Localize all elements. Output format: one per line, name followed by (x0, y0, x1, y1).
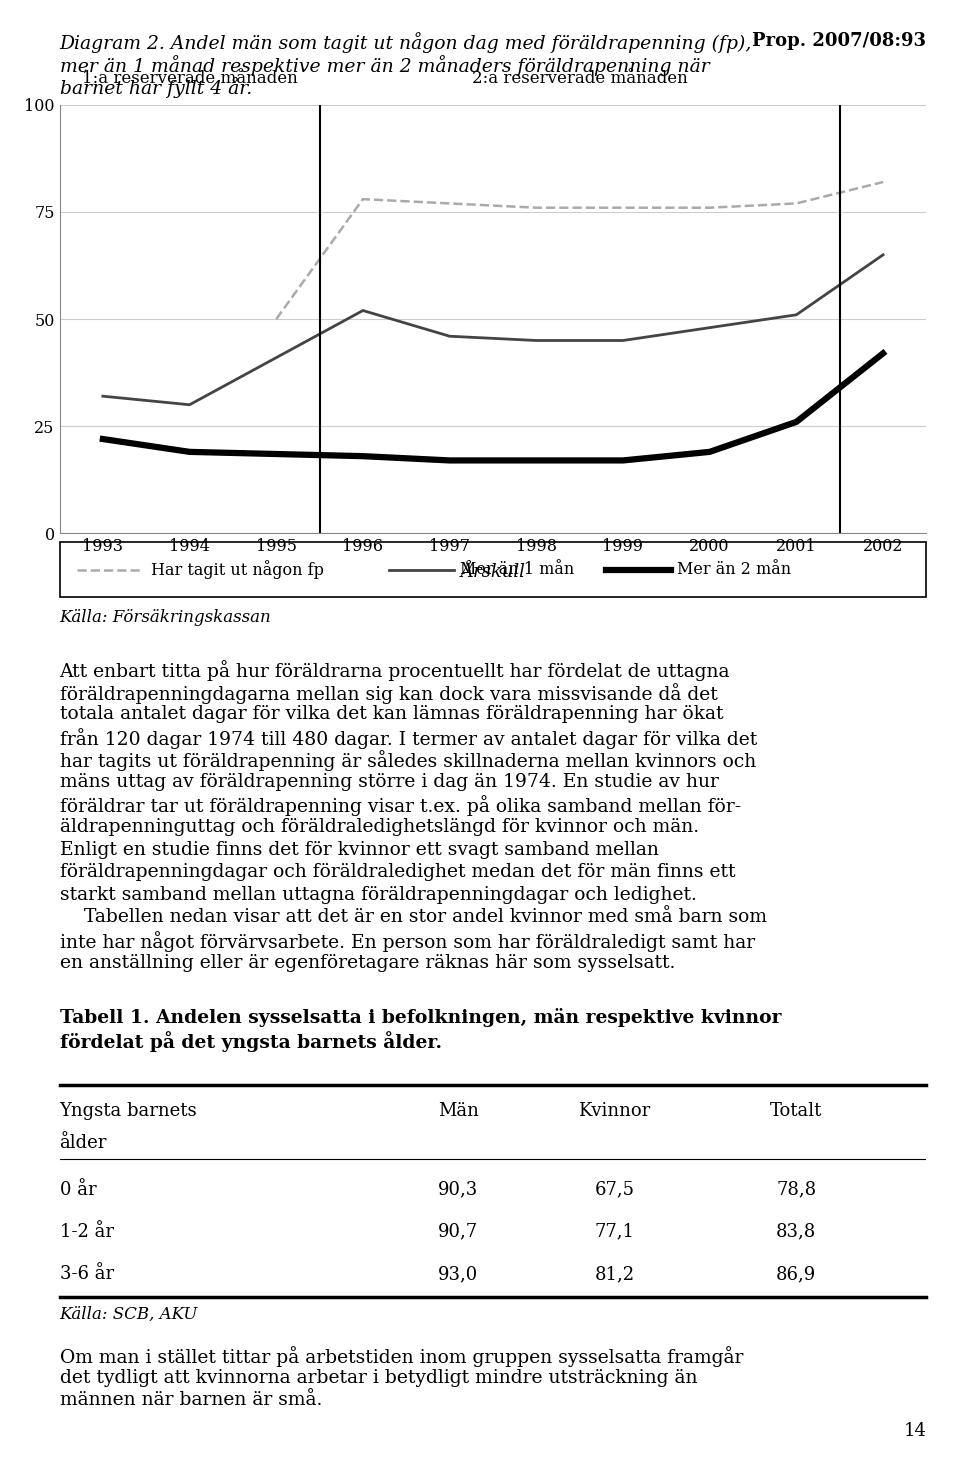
Text: 2:a reserverade månaden: 2:a reserverade månaden (471, 70, 687, 87)
Text: 67,5: 67,5 (594, 1180, 635, 1199)
Text: Har tagit ut någon fp: Har tagit ut någon fp (151, 561, 324, 578)
Text: 90,7: 90,7 (438, 1222, 478, 1241)
Text: äldrapenninguttag och föräldraledighetslängd för kvinnor och män.: äldrapenninguttag och föräldraledighetsl… (60, 817, 699, 836)
Text: 83,8: 83,8 (777, 1222, 817, 1241)
X-axis label: Årskull: Årskull (461, 564, 525, 581)
Text: föräldrapenningdagar och föräldraledighet medan det för män finns ett: föräldrapenningdagar och föräldraledighe… (60, 863, 735, 881)
Text: har tagits ut föräldrapenning är således skillnaderna mellan kvinnors och: har tagits ut föräldrapenning är således… (60, 750, 756, 771)
Text: Enligt en studie finns det för kvinnor ett svagt samband mellan: Enligt en studie finns det för kvinnor e… (60, 841, 659, 858)
Text: en anställning eller är egenföretagare räknas här som sysselsatt.: en anställning eller är egenföretagare r… (60, 954, 675, 972)
Text: starkt samband mellan uttagna föräldrapenningdagar och ledighet.: starkt samband mellan uttagna föräldrape… (60, 886, 696, 903)
Text: 14: 14 (903, 1422, 926, 1440)
Text: 0 år: 0 år (60, 1180, 96, 1199)
Text: Att enbart titta på hur föräldrarna procentuellt har fördelat de uttagna: Att enbart titta på hur föräldrarna proc… (60, 660, 730, 680)
Text: 81,2: 81,2 (594, 1265, 635, 1284)
Text: Yngsta barnets: Yngsta barnets (60, 1103, 197, 1120)
Text: mer än 1 månad respektive mer än 2 månaders föräldrapenning när: mer än 1 månad respektive mer än 2 månad… (60, 55, 709, 76)
Text: Män: Män (438, 1103, 479, 1120)
Text: föräldrapenningdagarna mellan sig kan dock vara missvisande då det: föräldrapenningdagarna mellan sig kan do… (60, 682, 717, 704)
Text: 1-2 år: 1-2 år (60, 1222, 113, 1241)
Text: Tabellen nedan visar att det är en stor andel kvinnor med små barn som: Tabellen nedan visar att det är en stor … (60, 909, 766, 927)
Text: Mer än 1 mån: Mer än 1 mån (460, 561, 574, 578)
Text: mäns uttag av föräldrapenning större i dag än 1974. En studie av hur: mäns uttag av föräldrapenning större i d… (60, 772, 718, 791)
Text: Källa: SCB, AKU: Källa: SCB, AKU (60, 1305, 198, 1323)
Text: föräldrar tar ut föräldrapenning visar t.ex. på olika samband mellan för-: föräldrar tar ut föräldrapenning visar t… (60, 796, 741, 816)
Text: fördelat på det yngsta barnets ålder.: fördelat på det yngsta barnets ålder. (60, 1032, 442, 1052)
Text: Om man i stället tittar på arbetstiden inom gruppen sysselsatta framgår: Om man i stället tittar på arbetstiden i… (60, 1346, 743, 1367)
Text: 3-6 år: 3-6 år (60, 1265, 113, 1284)
Text: 90,3: 90,3 (438, 1180, 478, 1199)
Text: 86,9: 86,9 (777, 1265, 817, 1284)
Text: det tydligt att kvinnorna arbetar i betydligt mindre utsträckning än: det tydligt att kvinnorna arbetar i bety… (60, 1370, 697, 1387)
Text: 77,1: 77,1 (594, 1222, 635, 1241)
Text: ålder: ålder (60, 1134, 107, 1152)
Text: Tabell 1. Andelen sysselsatta i befolkningen, män respektive kvinnor: Tabell 1. Andelen sysselsatta i befolkni… (60, 1008, 781, 1027)
Text: männen när barnen är små.: männen när barnen är små. (60, 1391, 322, 1409)
Text: barnet har fyllt 4 år.: barnet har fyllt 4 år. (60, 77, 252, 98)
Text: 78,8: 78,8 (777, 1180, 816, 1199)
Text: Diagram 2. Andel män som tagit ut någon dag med föräldrapenning (fp),: Diagram 2. Andel män som tagit ut någon … (60, 32, 752, 52)
Text: inte har något förvärvsarbete. En person som har föräldraledigt samt har: inte har något förvärvsarbete. En person… (60, 931, 755, 951)
Text: Mer än 2 mån: Mer än 2 mån (677, 561, 791, 578)
Text: Prop. 2007/08:93: Prop. 2007/08:93 (753, 32, 926, 50)
Text: 1:a reserverade månaden: 1:a reserverade månaden (82, 70, 298, 87)
Text: från 120 dagar 1974 till 480 dagar. I termer av antalet dagar för vilka det: från 120 dagar 1974 till 480 dagar. I te… (60, 727, 756, 749)
Text: Totalt: Totalt (770, 1103, 823, 1120)
Text: 93,0: 93,0 (438, 1265, 478, 1284)
Text: totala antalet dagar för vilka det kan lämnas föräldrapenning har ökat: totala antalet dagar för vilka det kan l… (60, 705, 723, 723)
Text: Kvinnor: Kvinnor (578, 1103, 651, 1120)
Text: Källa: Försäkringskassan: Källa: Försäkringskassan (60, 609, 272, 627)
